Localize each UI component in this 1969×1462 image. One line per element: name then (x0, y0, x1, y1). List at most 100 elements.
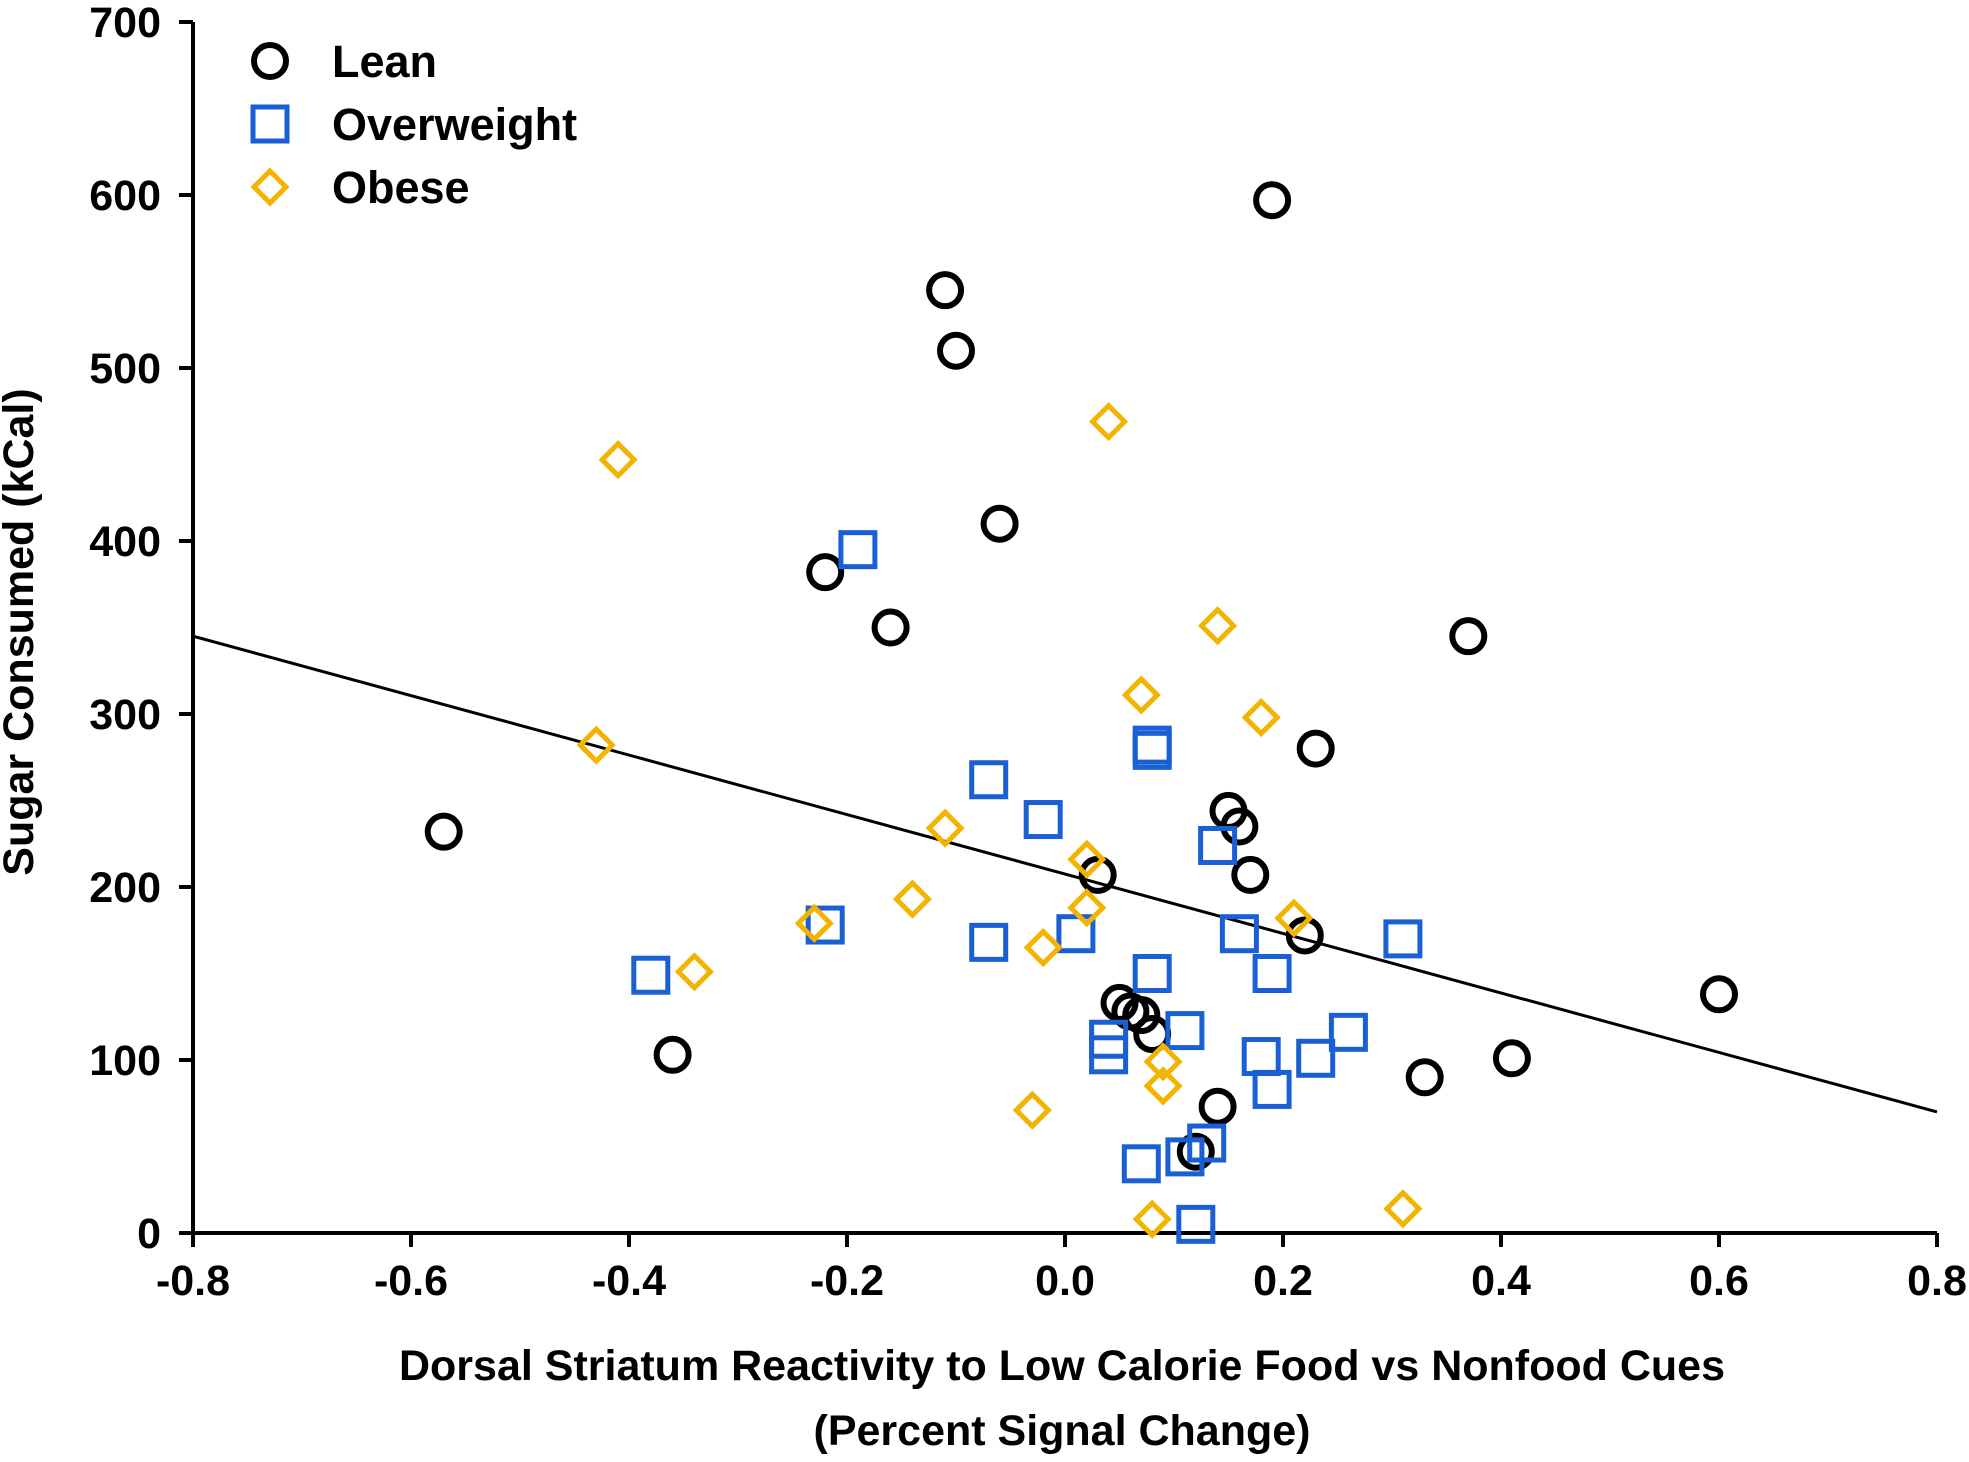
y-tick-label: 200 (89, 864, 161, 912)
point-lean (1285, 916, 1324, 955)
point-obese (892, 879, 932, 919)
x-tick-label: -0.2 (810, 1257, 884, 1305)
x-axis-title-line2: (Percent Signal Change) (814, 1407, 1311, 1455)
y-tick-label: 300 (89, 691, 161, 739)
point-obese (576, 725, 616, 765)
point-lean (1078, 855, 1117, 894)
point-overweight (1165, 1137, 1205, 1177)
point-overweight (1328, 1012, 1368, 1052)
point-lean (926, 271, 965, 310)
legend-marker-obese (250, 167, 290, 207)
point-overweight (1121, 1144, 1161, 1184)
x-tick-label: -0.8 (156, 1257, 230, 1305)
point-overweight (1383, 919, 1423, 959)
legend-item-obese: Obese (250, 162, 470, 213)
x-tick-label: -0.6 (374, 1257, 448, 1305)
point-obese (1143, 1066, 1183, 1106)
point-overweight (1165, 1011, 1205, 1051)
regression-line (192, 634, 1938, 1114)
point-obese (1274, 898, 1314, 938)
point-lean (653, 1035, 692, 1074)
point-obese (1012, 1090, 1052, 1130)
y-tick-label: 0 (137, 1210, 161, 1258)
point-overweight (1132, 730, 1172, 770)
y-tick-label: 700 (89, 0, 161, 47)
point-overweight (1219, 914, 1259, 954)
x-tick-label: 0.4 (1471, 1257, 1531, 1305)
point-lean (1492, 1039, 1531, 1078)
series-overweight (631, 530, 1423, 1244)
point-obese (1067, 839, 1107, 879)
point-lean (424, 812, 463, 851)
point-overweight (969, 760, 1009, 800)
point-overweight (1176, 1204, 1216, 1244)
legend-marker-overweight (250, 104, 290, 144)
point-lean (1122, 996, 1161, 1035)
point-obese (1121, 675, 1161, 715)
point-lean (937, 331, 975, 370)
point-lean (1198, 1087, 1237, 1126)
point-lean (1449, 617, 1488, 656)
point-overweight (1089, 1035, 1129, 1075)
legend-item-overweight: Overweight (250, 99, 577, 150)
point-lean (1296, 729, 1335, 768)
point-overweight (969, 922, 1009, 962)
point-lean (980, 504, 1019, 543)
point-overweight (1296, 1038, 1336, 1078)
y-tick-label: 500 (89, 345, 161, 393)
point-overweight (1132, 954, 1172, 993)
point-obese (1067, 888, 1107, 928)
fit-line-group (192, 634, 1938, 1114)
point-overweight (1252, 1069, 1292, 1109)
legend-label-lean: Lean (332, 36, 437, 87)
point-overweight (1241, 1037, 1281, 1077)
point-lean (1231, 855, 1270, 894)
legend-label-overweight: Overweight (332, 99, 577, 150)
point-overweight (1252, 954, 1292, 993)
axes: -0.8 -0.6 -0.4 -0.2 0.0 0.2 0.4 0.6 0.8 0 100 200 30… (89, 0, 1967, 1305)
x-tick-label: 0.6 (1689, 1257, 1749, 1305)
point-lean (1176, 1132, 1215, 1171)
point-lean (1405, 1058, 1444, 1097)
point-obese (1023, 928, 1063, 968)
point-obese (1143, 1042, 1183, 1082)
x-tick-label: -0.4 (592, 1257, 666, 1305)
point-obese (1132, 1199, 1172, 1239)
legend-marker-lean (251, 42, 289, 80)
point-lean (871, 608, 910, 647)
y-axis-title: Sugar Consumed (kCal) (0, 388, 43, 875)
series-obese (576, 402, 1423, 1239)
point-lean (806, 553, 845, 592)
series-lean (424, 181, 1738, 1171)
x-tick-label: 0.0 (1035, 1257, 1095, 1305)
point-overweight (1023, 800, 1063, 840)
point-obese (925, 808, 965, 848)
x-axis-title-line1: Dorsal Striatum Reactivity to Low Calori… (399, 1342, 1725, 1390)
point-obese (1383, 1189, 1423, 1229)
point-overweight (1056, 914, 1096, 954)
legend-item-lean: Lean (251, 36, 437, 87)
point-obese (674, 952, 714, 992)
y-tick-label: 100 (89, 1037, 161, 1085)
legend: Lean Overweight Obese (250, 36, 577, 213)
point-obese (794, 903, 834, 943)
point-lean (1253, 181, 1292, 220)
point-overweight (838, 530, 878, 570)
point-overweight (805, 905, 845, 945)
x-tick-label: 0.2 (1253, 1257, 1313, 1305)
point-obese (1089, 402, 1129, 442)
y-tick-label: 400 (89, 518, 161, 566)
point-obese (1241, 697, 1281, 737)
point-lean (1700, 975, 1738, 1014)
point-obese (1198, 606, 1238, 646)
point-overweight (1198, 825, 1238, 865)
point-overweight (1187, 1123, 1227, 1163)
point-overweight (631, 955, 671, 995)
point-obese (598, 440, 638, 480)
x-tick-label: 0.8 (1907, 1257, 1967, 1305)
data-points (424, 181, 1738, 1244)
y-tick-label: 600 (89, 172, 161, 220)
legend-label-obese: Obese (332, 162, 470, 213)
